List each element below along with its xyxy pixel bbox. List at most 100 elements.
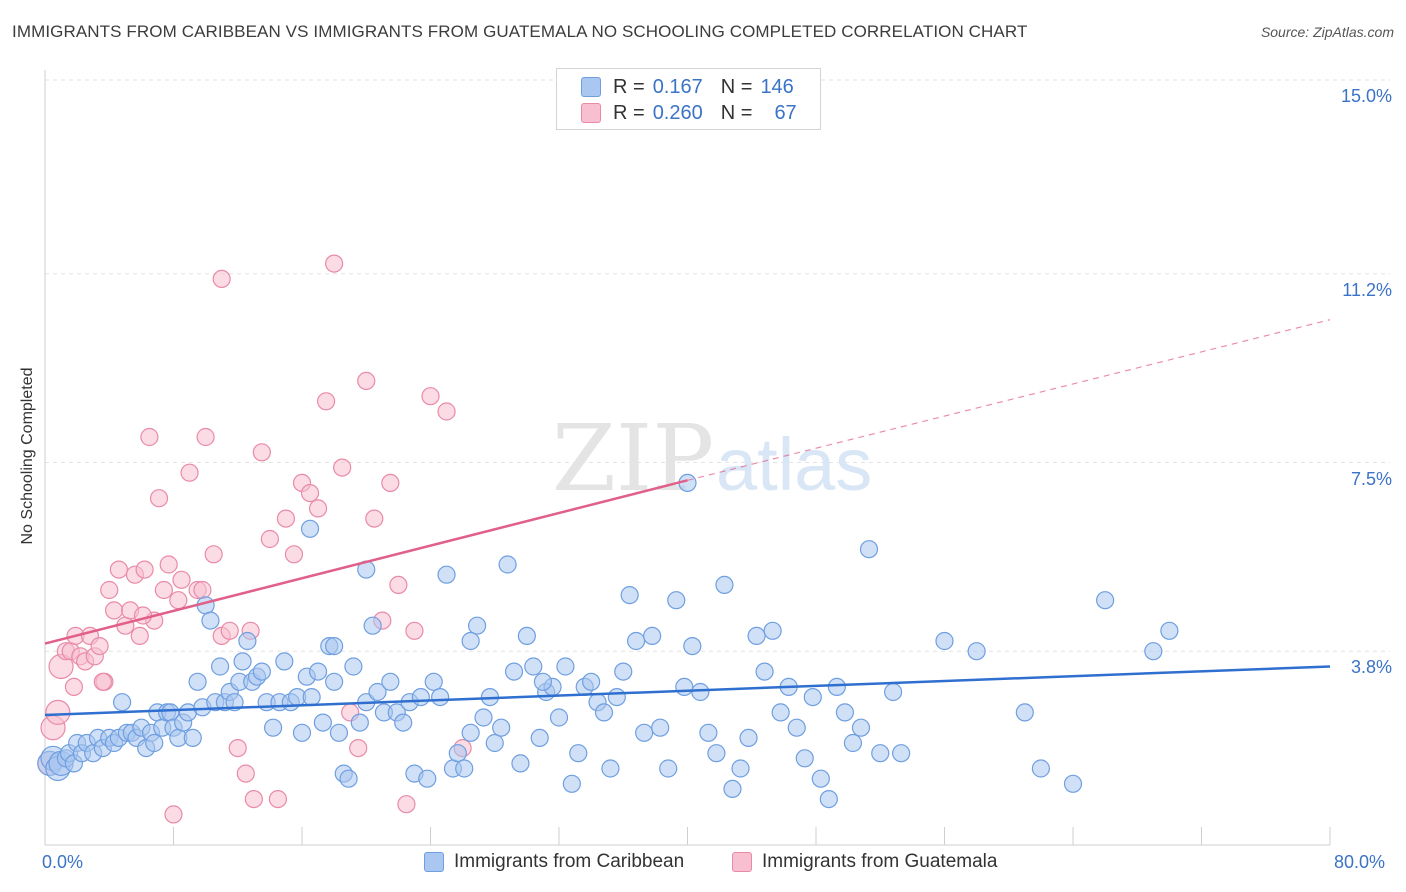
caribbean-point <box>467 616 487 635</box>
guatemala-point <box>397 795 416 814</box>
caribbean-point <box>935 631 954 651</box>
guatemala-point <box>365 509 384 528</box>
caribbean-point <box>511 754 530 773</box>
caribbean-point <box>325 672 344 691</box>
caribbean-point <box>201 611 220 630</box>
caribbean-point <box>787 718 806 737</box>
guatemala-point <box>381 473 400 492</box>
legend-item-caribbean[interactable]: Immigrants from Caribbean <box>424 851 684 873</box>
caribbean-point <box>651 718 670 737</box>
y-tick-label: 3.8% <box>1350 657 1392 678</box>
guatemala-point <box>196 427 215 447</box>
legend-row-caribbean: R = 0.167 N = 146 <box>581 74 794 100</box>
axes <box>44 70 1331 846</box>
guatemala-point <box>333 458 352 477</box>
guatemala-point <box>284 545 304 564</box>
guatemala-point <box>149 489 169 508</box>
caribbean-point <box>431 687 450 707</box>
caribbean-point <box>302 687 321 707</box>
caribbean-point <box>699 723 718 742</box>
caribbean-point <box>643 626 662 646</box>
caribbean-point <box>275 652 294 671</box>
caribbean-point <box>524 657 543 676</box>
guatemala-point <box>45 699 71 726</box>
legend-swatch-caribbean <box>581 77 601 97</box>
y-tick-label: 7.5% <box>1350 468 1392 489</box>
caribbean-point <box>517 626 536 646</box>
guatemala-point <box>159 555 178 574</box>
caribbean-point <box>556 657 575 676</box>
grid <box>45 79 1390 652</box>
caribbean-point <box>1096 591 1115 610</box>
guatemala-point <box>349 738 368 758</box>
caribbean-point <box>819 789 838 809</box>
caribbean-point <box>233 652 252 671</box>
caribbean-point <box>394 713 413 732</box>
guatemala-point <box>169 591 188 610</box>
guatemala-point <box>228 738 247 758</box>
caribbean-point <box>582 672 601 691</box>
caribbean-point <box>601 759 620 778</box>
caribbean-point <box>368 682 387 702</box>
guatemala-point <box>252 443 271 462</box>
guatemala-point <box>300 484 320 503</box>
guatemala-point <box>164 805 183 824</box>
caribbean-point <box>607 687 626 707</box>
caribbean-point <box>871 744 890 763</box>
caribbean-point <box>308 662 328 681</box>
caribbean-point <box>485 733 504 753</box>
y-tick-label: 15.0% <box>1340 86 1392 106</box>
caribbean-point <box>635 723 654 742</box>
caribbean-point <box>626 631 646 651</box>
guatemala-point <box>212 269 231 288</box>
caribbean-point <box>238 631 257 651</box>
caribbean-point <box>112 693 132 712</box>
caribbean-point <box>533 672 553 691</box>
guatemala-point <box>260 529 279 549</box>
x-tick-label-max: 80.0% <box>1334 852 1386 872</box>
guatemala-trend-line <box>44 479 688 645</box>
caribbean-point <box>723 779 742 799</box>
guatemala-point <box>268 789 288 809</box>
guatemala-point <box>180 463 199 482</box>
caribbean-point <box>755 662 774 681</box>
legend-item-guatemala[interactable]: Immigrants from Guatemala <box>732 851 997 873</box>
legend-label-guatemala: Immigrants from Guatemala <box>762 851 998 872</box>
caribbean-point <box>210 657 230 676</box>
caribbean-point <box>300 519 320 538</box>
watermark: ZIP atlas <box>552 405 872 512</box>
guatemala-point <box>236 764 255 783</box>
caribbean-point <box>707 744 726 763</box>
caribbean-point <box>811 769 830 788</box>
guatemala-point <box>90 636 109 656</box>
guatemala-point <box>172 570 191 589</box>
legend-r-value: 0.260 <box>652 101 703 124</box>
caribbean-point <box>188 672 207 691</box>
caribbean-point <box>795 749 814 768</box>
correlation-legend: R = 0.167 N = 146 R = 0.260 N = 67 <box>556 68 821 130</box>
caribbean-point <box>715 575 734 595</box>
caribbean-point <box>437 565 456 584</box>
watermark-atlas: atlas <box>716 423 872 506</box>
guatemala-point <box>100 580 119 600</box>
legend-row-guatemala: R = 0.260 N = 67 <box>581 100 797 126</box>
caribbean-point <box>313 713 332 732</box>
legend-r-label: R = <box>613 101 645 124</box>
caribbean-point <box>381 672 400 691</box>
caribbean-point <box>851 718 871 737</box>
caribbean-point <box>492 718 511 737</box>
guatemala-point <box>140 427 159 447</box>
guatemala-point <box>130 626 149 646</box>
legend-n-label: N = <box>720 101 753 124</box>
caribbean-point <box>1160 621 1179 640</box>
legend-swatch-guatemala <box>732 852 752 872</box>
legend-n-value: 67 <box>774 101 797 124</box>
caribbean-point <box>667 591 686 610</box>
caribbean-point <box>183 728 202 748</box>
guatemala-point <box>308 499 328 518</box>
guatemala-point <box>244 789 263 809</box>
watermark-zip: ZIP <box>552 405 714 512</box>
guatemala-point <box>325 254 344 273</box>
caribbean-point <box>562 774 581 793</box>
